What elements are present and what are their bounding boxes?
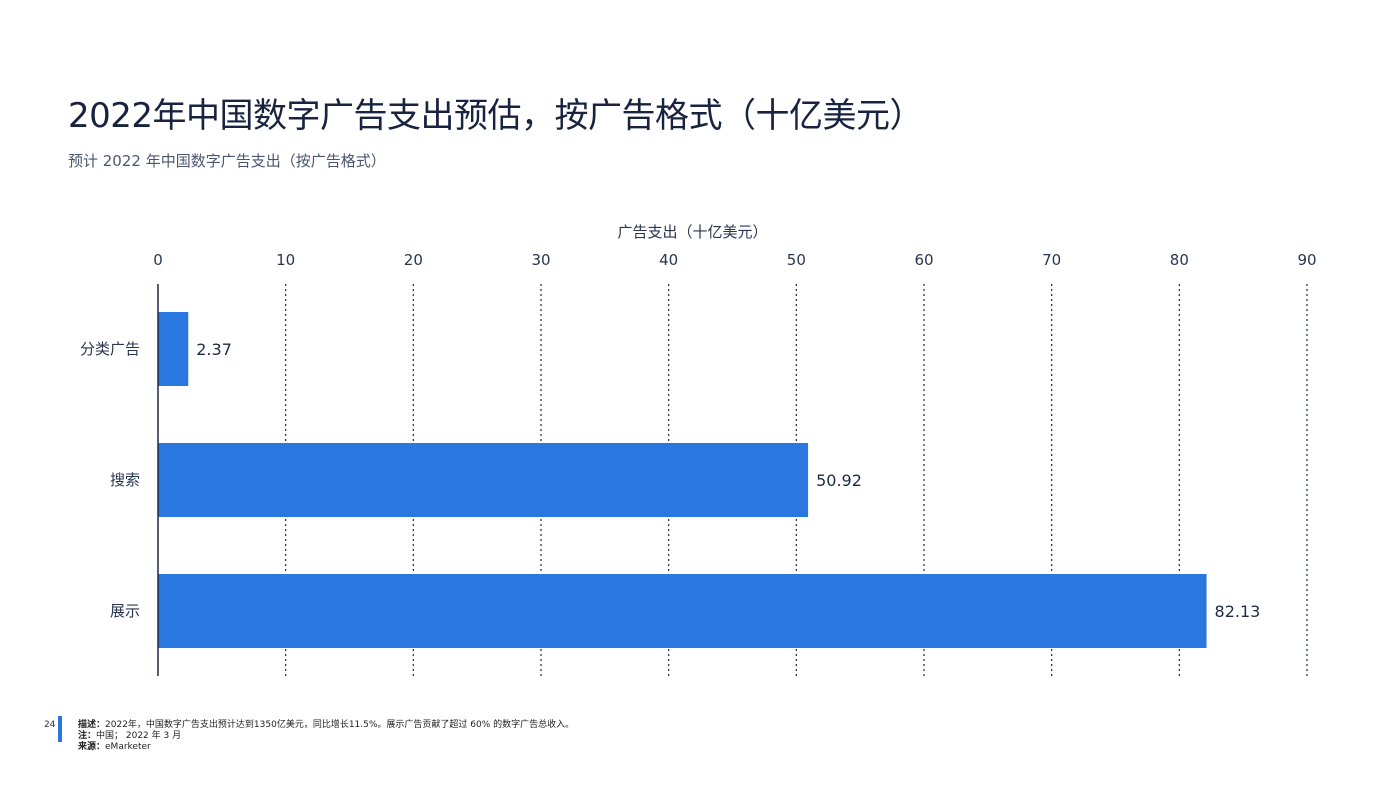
footer-description: 描述：2022年，中国数字广告支出预计达到1350亿美元，同比增长11.5%。展…: [78, 720, 575, 730]
x-axis-title: 广告支出（十亿美元）: [617, 223, 767, 241]
bar-0: [158, 312, 189, 386]
category-label: 搜索: [110, 471, 140, 489]
page-subtitle: 预计 2022 年中国数字广告支出（按广告格式）: [68, 152, 386, 170]
x-tick-labels: 0 10 20 30 40 50 60 70 80 90: [153, 251, 1316, 269]
x-tick-label: 20: [404, 251, 423, 269]
bars: [158, 312, 1207, 648]
x-tick-label: 10: [276, 251, 295, 269]
category-label: 展示: [110, 602, 140, 620]
footer-notes: 描述：2022年，中国数字广告支出预计达到1350亿美元，同比增长11.5%。展…: [78, 720, 574, 753]
x-tick-label: 70: [1042, 251, 1061, 269]
bar-chart: 0 10 20 30 40 50 60 70 80 90 广告支出（十亿美元） 分类广告搜索展示 …: [80, 223, 1317, 676]
x-tick-label: 50: [787, 251, 806, 269]
data-label: 82.13: [1215, 602, 1261, 621]
x-tick-label: 60: [914, 251, 933, 269]
page-title: 2022年中国数字广告支出预估，按广告格式（十亿美元）: [68, 96, 924, 136]
category-label: 分类广告: [80, 340, 140, 358]
x-tick-label: 0: [153, 251, 163, 269]
x-tick-label: 40: [659, 251, 678, 269]
x-tick-label: 30: [531, 251, 550, 269]
x-tick-label: 80: [1170, 251, 1189, 269]
page-number: 24: [44, 720, 56, 730]
bar-2: [158, 574, 1207, 648]
footer-accent-bar: [58, 716, 62, 742]
data-labels: 2.37 50.92 82.13: [196, 340, 1260, 621]
x-tick-label: 90: [1297, 251, 1316, 269]
bar-1: [158, 443, 809, 517]
footer-source: 来源：eMarketer: [78, 742, 151, 752]
data-label: 50.92: [816, 471, 862, 490]
footer-note: 注：中国； 2022 年 3 月: [78, 731, 182, 741]
data-label: 2.37: [196, 340, 232, 359]
